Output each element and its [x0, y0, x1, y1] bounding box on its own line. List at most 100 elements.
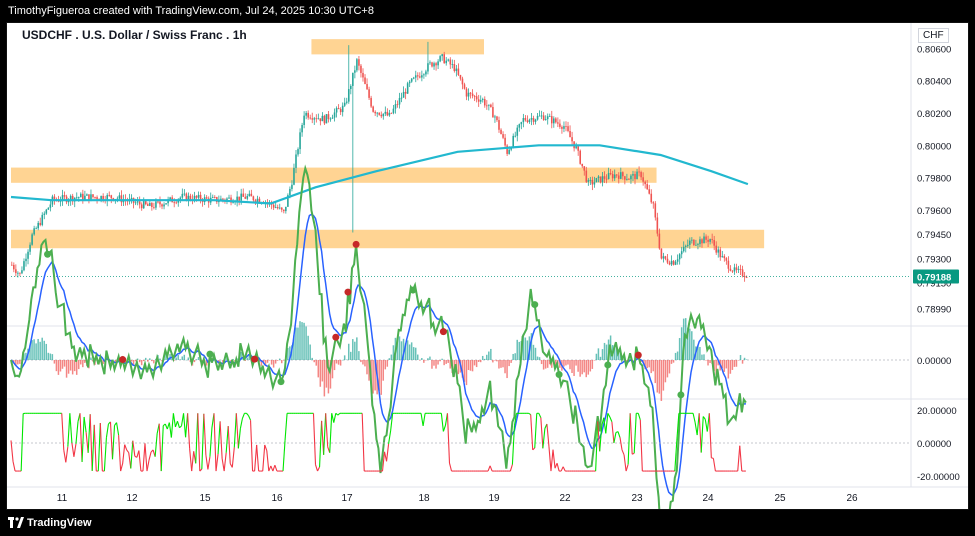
candle	[374, 111, 376, 114]
candle	[445, 60, 448, 64]
macd-histogram-bar	[49, 353, 52, 360]
currency-label[interactable]: CHF	[918, 28, 949, 43]
candle	[524, 118, 527, 121]
candle	[319, 118, 322, 122]
oscillator-segment	[264, 444, 268, 451]
candle	[471, 93, 474, 96]
macd-histogram-bar	[173, 360, 175, 361]
candle	[258, 198, 261, 203]
candle	[648, 189, 651, 194]
oscillator-segment	[20, 413, 24, 472]
footer-brand[interactable]: TradingView	[27, 517, 92, 529]
macd-histogram-bar	[337, 360, 340, 365]
candle	[410, 78, 413, 82]
candle	[53, 196, 56, 200]
candle	[475, 96, 478, 100]
macd-histogram-bar	[713, 360, 715, 371]
candle	[737, 268, 740, 270]
macd-histogram-bar	[583, 360, 585, 373]
macd-histogram-bar	[380, 360, 382, 395]
macd-histogram-bar	[585, 360, 587, 378]
candle	[61, 195, 64, 202]
macd-histogram-bar	[678, 338, 681, 360]
oscillator-segment	[235, 413, 239, 449]
candle	[256, 198, 259, 203]
candle	[211, 197, 214, 198]
macd-histogram-bar	[177, 354, 179, 360]
candle	[35, 228, 37, 230]
candle	[59, 201, 62, 202]
chart-frame[interactable]: 0.80600 0.80400 0.80200 0.80000 0.79800 0.796…	[6, 22, 969, 510]
oscillator-segment	[231, 447, 235, 468]
oscillator-segment	[603, 417, 607, 434]
candle	[423, 74, 425, 76]
macd-histogram-bar	[516, 339, 518, 360]
price-tick-label: 0.78990	[917, 304, 951, 315]
candle	[419, 76, 421, 78]
candle	[392, 108, 395, 114]
macd-histogram-bar	[492, 360, 494, 363]
oscillator-segment	[333, 413, 337, 423]
macd-histogram-bar	[587, 360, 590, 375]
macd-histogram-bar	[650, 360, 652, 374]
candle	[559, 123, 561, 127]
macd-histogram-bar	[179, 359, 181, 360]
candle	[719, 249, 722, 258]
oscillator-segment	[692, 413, 696, 423]
candle	[15, 269, 17, 274]
macd-histogram-bar	[23, 353, 25, 360]
candle	[232, 202, 234, 204]
oscillator-segment	[639, 419, 643, 472]
oscillator-segment	[87, 414, 91, 453]
macd-histogram-bar	[666, 360, 669, 378]
macd-histogram-bar	[167, 357, 169, 360]
candle	[175, 202, 178, 204]
macd-histogram-bar	[597, 348, 600, 360]
macd-histogram-bar	[354, 341, 356, 360]
candle	[617, 175, 620, 179]
macd-histogram-bar	[743, 357, 746, 360]
macd-histogram-bar	[481, 355, 484, 360]
macd-histogram-bar	[676, 351, 679, 360]
oscillator-segment	[205, 454, 209, 470]
candle	[477, 99, 480, 102]
candle	[575, 146, 577, 149]
oscillator-segment	[172, 413, 176, 428]
candle	[611, 174, 614, 179]
macd-histogram-bar	[195, 359, 198, 360]
macd-histogram-bar	[390, 354, 393, 360]
macd-histogram-bar	[366, 360, 368, 375]
candle	[421, 75, 423, 78]
oscillator-segment	[109, 421, 114, 460]
macd-histogram-bar	[63, 360, 66, 367]
macd-histogram-bar	[29, 345, 31, 360]
macd-histogram-bar	[500, 360, 502, 368]
oscillator-segment	[199, 468, 203, 472]
oscillator-segment	[390, 413, 394, 432]
oscillator-segment	[221, 458, 225, 472]
candle	[47, 207, 50, 210]
chart-canvas[interactable]: 0.80600 0.80400 0.80200 0.80000 0.79800 0.796…	[7, 23, 968, 509]
macd-histogram-bar	[689, 328, 691, 360]
candle	[605, 178, 608, 180]
macd-histogram-bar	[386, 360, 389, 367]
macd-histogram-bar	[599, 356, 602, 360]
macd-histogram-bar	[522, 333, 525, 360]
candle	[147, 204, 149, 206]
time-tick-label: 22	[559, 493, 571, 504]
macd-histogram-bar	[319, 360, 322, 387]
macd-histogram-bar	[197, 357, 200, 360]
oscillator-segment	[388, 430, 392, 445]
macd-histogram-bar	[640, 360, 642, 363]
candle	[640, 172, 642, 178]
oscillator-segment	[138, 450, 142, 472]
last-price-label: 0.79188	[917, 272, 951, 283]
candle	[248, 193, 251, 196]
candle	[404, 91, 407, 94]
macd-histogram-bar	[402, 338, 405, 360]
candle	[120, 195, 123, 203]
candle	[498, 120, 500, 130]
candle	[626, 179, 628, 180]
macd-histogram-bar	[725, 360, 728, 369]
macd-histogram-bar	[433, 360, 435, 366]
